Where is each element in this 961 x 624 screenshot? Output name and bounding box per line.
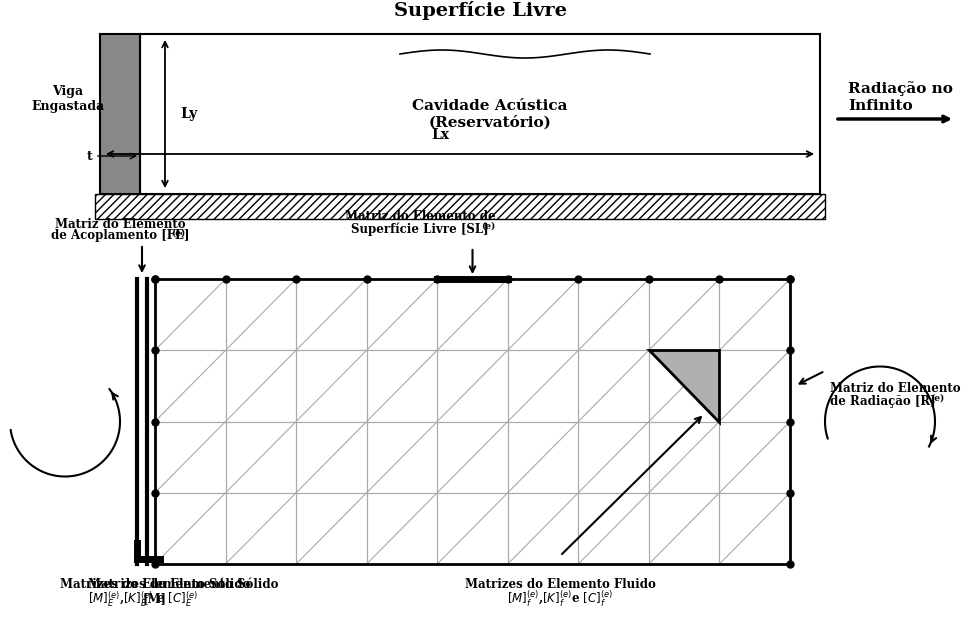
Bar xyxy=(226,350,296,421)
Text: Matrizes do Elemento Fluido: Matrizes do Elemento Fluido xyxy=(464,577,655,590)
Bar xyxy=(367,493,437,564)
Bar xyxy=(579,279,649,350)
Text: Superfície Livre [SL]: Superfície Livre [SL] xyxy=(351,222,489,236)
Bar xyxy=(720,350,790,421)
Bar xyxy=(226,279,296,350)
Text: Viga
Engastada: Viga Engastada xyxy=(32,85,105,113)
Text: Ly: Ly xyxy=(180,107,197,121)
Text: Matriz do Elemento: Matriz do Elemento xyxy=(830,383,961,396)
Bar xyxy=(507,350,579,421)
Text: (e): (e) xyxy=(171,228,185,238)
Bar xyxy=(437,493,507,564)
Bar xyxy=(155,279,790,564)
Text: t: t xyxy=(86,150,92,162)
Text: Radiação no: Radiação no xyxy=(848,82,953,97)
Bar xyxy=(649,279,720,350)
Bar xyxy=(649,493,720,564)
Text: (e): (e) xyxy=(930,394,945,402)
Bar xyxy=(367,421,437,493)
Bar xyxy=(155,421,226,493)
Text: de Acoplamento [FE]: de Acoplamento [FE] xyxy=(51,230,189,243)
Bar xyxy=(226,421,296,493)
Bar xyxy=(507,279,579,350)
Bar xyxy=(720,493,790,564)
Bar xyxy=(226,493,296,564)
Bar xyxy=(720,421,790,493)
Text: Matrizes do Elemento Sólido: Matrizes do Elemento Sólido xyxy=(60,577,250,590)
Bar xyxy=(507,493,579,564)
Polygon shape xyxy=(649,350,720,421)
Text: Lx: Lx xyxy=(431,128,449,142)
Bar xyxy=(437,350,507,421)
Bar xyxy=(437,421,507,493)
Text: de Radiação [R]: de Radiação [R] xyxy=(830,394,936,407)
Bar xyxy=(100,34,140,194)
Bar xyxy=(579,421,649,493)
Bar xyxy=(155,493,226,564)
Bar xyxy=(296,493,367,564)
Bar xyxy=(437,279,507,350)
Bar xyxy=(720,279,790,350)
Bar xyxy=(155,350,226,421)
Bar xyxy=(649,421,720,493)
Text: (e): (e) xyxy=(481,222,495,230)
Bar xyxy=(579,350,649,421)
Bar xyxy=(296,421,367,493)
Bar xyxy=(367,350,437,421)
Bar xyxy=(367,279,437,350)
Text: Cavidade Acústica
(Reservatório): Cavidade Acústica (Reservatório) xyxy=(412,99,568,129)
Bar xyxy=(95,194,825,219)
Bar xyxy=(140,34,820,194)
Bar xyxy=(155,279,226,350)
Text: Matrizes do Elemento Sólido: Matrizes do Elemento Sólido xyxy=(88,577,279,590)
Text: Matriz do Elemento de: Matriz do Elemento de xyxy=(345,210,495,223)
Text: Superfície Livre: Superfície Livre xyxy=(393,1,566,21)
Text: $[M]_E^{(e)}$,$[K]_E^{(e)}$ e $[C]_E^{(e)}$: $[M]_E^{(e)}$,$[K]_E^{(e)}$ e $[C]_E^{(e… xyxy=(88,589,198,609)
Bar xyxy=(579,493,649,564)
Text: Infinito: Infinito xyxy=(848,99,913,113)
Text: Matriz do Elemento: Matriz do Elemento xyxy=(55,218,185,230)
Text: [M]: [M] xyxy=(143,593,167,605)
Bar xyxy=(649,350,720,421)
Bar xyxy=(296,279,367,350)
Text: $[M]_f^{(e)}$,$[K]_f^{(e)}$e $[C]_f^{(e)}$: $[M]_f^{(e)}$,$[K]_f^{(e)}$e $[C]_f^{(e)… xyxy=(507,589,613,609)
Bar xyxy=(296,350,367,421)
Bar xyxy=(507,421,579,493)
